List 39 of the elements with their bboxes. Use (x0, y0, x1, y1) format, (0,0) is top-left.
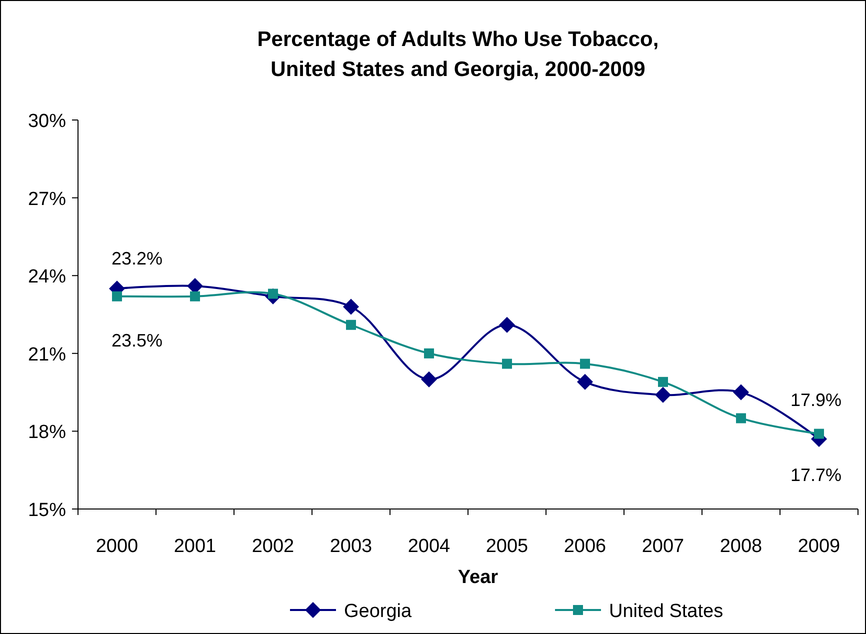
data-label: 23.5% (111, 330, 163, 351)
x-tick-label: 2001 (174, 536, 216, 557)
y-tick-label: 15% (28, 500, 66, 521)
point (655, 386, 671, 403)
point (346, 320, 356, 330)
y-tick-label: 27% (28, 188, 66, 210)
point (577, 374, 593, 390)
x-tick-label: 2004 (408, 536, 451, 557)
x-tick-label: 2002 (252, 536, 294, 557)
x-tick-label: 2006 (564, 536, 606, 557)
x-tick-label: 2009 (798, 536, 840, 557)
point (112, 291, 122, 302)
y-tick-label: 18% (28, 422, 66, 444)
x-axis-title: Year (458, 567, 499, 588)
point (499, 316, 515, 333)
y-tick-label: 24% (28, 266, 66, 288)
point (736, 413, 746, 424)
point (502, 358, 512, 369)
point (658, 376, 668, 387)
legend-label: United States (609, 601, 724, 622)
point (733, 384, 749, 400)
point (190, 291, 200, 302)
legend-label: Georgia (344, 601, 412, 622)
point (424, 348, 434, 358)
data-label: 17.9% (790, 390, 842, 410)
x-tick-label: 2007 (642, 536, 684, 557)
point (814, 428, 824, 439)
x-tick-label: 2000 (96, 536, 138, 557)
x-tick-label: 2005 (486, 536, 528, 557)
data-label: 23.2% (111, 248, 163, 268)
point (421, 371, 437, 388)
y-tick-label: 30% (28, 111, 66, 132)
x-tick-label: 2003 (330, 536, 372, 557)
data-label: 17.7% (790, 464, 842, 485)
point (343, 298, 359, 315)
x-tick-label: 2008 (720, 536, 762, 557)
chart-title: Percentage of Adults Who Use Tobacco, United States and Georgia, 2000-2009 (257, 28, 659, 81)
y-tick-label: 21% (28, 344, 66, 366)
point (580, 358, 590, 369)
